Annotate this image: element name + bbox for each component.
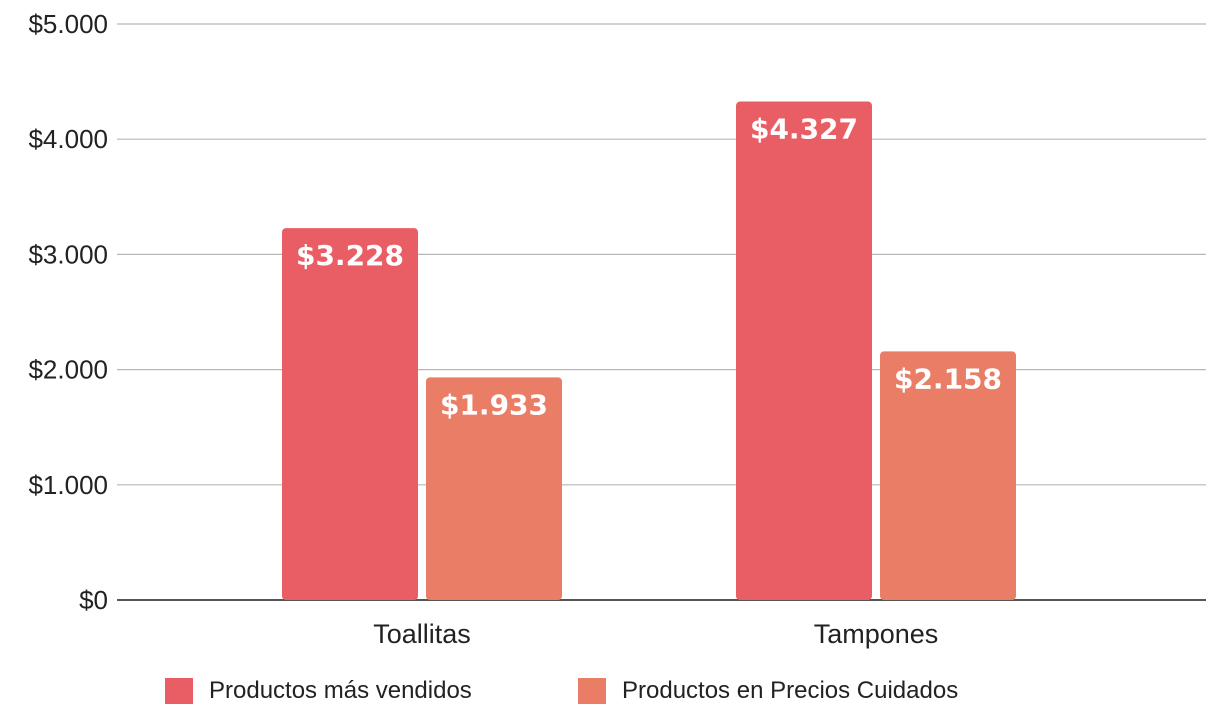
data-label: $3.228 bbox=[296, 239, 404, 272]
y-tick-label: $5.000 bbox=[28, 9, 108, 39]
bar-2-toallitas bbox=[426, 377, 562, 600]
legend-swatch-series-1 bbox=[165, 678, 193, 704]
data-label: $2.158 bbox=[894, 362, 1002, 395]
y-tick-label: $1.000 bbox=[28, 470, 108, 500]
y-tick-label: $0 bbox=[79, 585, 108, 615]
data-label: $4.327 bbox=[750, 113, 858, 146]
bar-1-toallitas bbox=[282, 228, 418, 600]
y-tick-label: $4.000 bbox=[28, 124, 108, 154]
legend-item-series-1: Productos más vendidos bbox=[165, 677, 472, 705]
legend: Productos más vendidos Productos en Prec… bbox=[0, 677, 1206, 707]
legend-label-series-1: Productos más vendidos bbox=[209, 677, 472, 704]
x-category-label: Toallitas bbox=[373, 619, 471, 649]
bar-1-tampones bbox=[736, 101, 872, 600]
y-tick-label: $2.000 bbox=[28, 355, 108, 385]
legend-swatch-series-2 bbox=[578, 678, 606, 704]
bar-2-tampones bbox=[880, 351, 1016, 600]
chart-svg: $0 $1.000 $2.000 $3.000 $4.000 $5.000 $3.228 $1… bbox=[28, 9, 1206, 649]
legend-item-series-2: Productos en Precios Cuidados bbox=[578, 677, 958, 705]
data-label: $1.933 bbox=[440, 388, 548, 421]
legend-label-series-2: Productos en Precios Cuidados bbox=[622, 677, 959, 704]
y-tick-label: $3.000 bbox=[28, 239, 108, 269]
x-category-label: Tampones bbox=[814, 619, 939, 649]
